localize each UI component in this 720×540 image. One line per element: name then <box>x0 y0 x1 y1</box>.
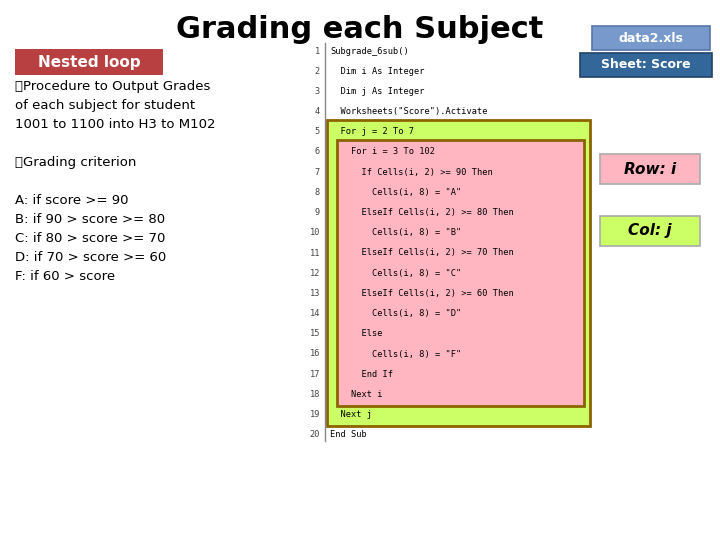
Bar <box>592 26 710 50</box>
Text: 10: 10 <box>310 228 320 237</box>
Text: 11: 11 <box>310 248 320 258</box>
Bar <box>600 154 700 184</box>
Text: 1: 1 <box>315 46 320 56</box>
Text: C: if 80 > score >= 70: C: if 80 > score >= 70 <box>15 232 166 245</box>
Text: End Sub: End Sub <box>330 430 366 440</box>
Text: For j = 2 To 7: For j = 2 To 7 <box>330 127 414 136</box>
Text: 8: 8 <box>315 188 320 197</box>
Bar <box>15 49 163 75</box>
Text: 19: 19 <box>310 410 320 419</box>
Text: Cells(i, 8) = "D": Cells(i, 8) = "D" <box>330 309 462 318</box>
Bar <box>337 140 584 406</box>
Bar <box>327 120 590 426</box>
Text: 4: 4 <box>315 107 320 116</box>
Text: Dim j As Integer: Dim j As Integer <box>330 87 425 96</box>
Text: Sheet: Score: Sheet: Score <box>601 58 690 71</box>
Text: Row: i: Row: i <box>624 161 676 177</box>
Text: Col: j: Col: j <box>628 224 672 239</box>
Text: Next j: Next j <box>330 410 372 419</box>
Text: F: if 60 > score: F: if 60 > score <box>15 270 115 283</box>
Text: 5: 5 <box>315 127 320 136</box>
Text: Cells(i, 8) = "B": Cells(i, 8) = "B" <box>330 228 462 237</box>
Text: If Cells(i, 2) >= 90 Then: If Cells(i, 2) >= 90 Then <box>330 168 492 177</box>
Text: Worksheets("Score").Activate: Worksheets("Score").Activate <box>330 107 487 116</box>
Text: Nested loop: Nested loop <box>37 55 140 70</box>
Text: ElseIf Cells(i, 2) >= 60 Then: ElseIf Cells(i, 2) >= 60 Then <box>330 289 514 298</box>
Text: 13: 13 <box>310 289 320 298</box>
Text: 7: 7 <box>315 168 320 177</box>
Text: Subgrade_6sub(): Subgrade_6sub() <box>330 46 409 56</box>
Text: End If: End If <box>330 370 393 379</box>
Text: For i = 3 To 102: For i = 3 To 102 <box>330 147 435 157</box>
Text: 9: 9 <box>315 208 320 217</box>
Bar <box>580 53 712 77</box>
Text: 16: 16 <box>310 349 320 359</box>
Text: ・Grading criterion: ・Grading criterion <box>15 156 136 169</box>
Text: 20: 20 <box>310 430 320 440</box>
Text: A: if score >= 90: A: if score >= 90 <box>15 194 128 207</box>
Text: 2: 2 <box>315 67 320 76</box>
Text: ・Procedure to Output Grades: ・Procedure to Output Grades <box>15 80 210 93</box>
Text: data2.xls: data2.xls <box>618 31 683 44</box>
Text: Else: Else <box>330 329 382 338</box>
Text: 18: 18 <box>310 390 320 399</box>
Text: 15: 15 <box>310 329 320 338</box>
Text: Cells(i, 8) = "A": Cells(i, 8) = "A" <box>330 188 462 197</box>
Text: 3: 3 <box>315 87 320 96</box>
Text: D: if 70 > score >= 60: D: if 70 > score >= 60 <box>15 251 166 264</box>
Text: Grading each Subject: Grading each Subject <box>176 16 544 44</box>
Text: ElseIf Cells(i, 2) >= 80 Then: ElseIf Cells(i, 2) >= 80 Then <box>330 208 514 217</box>
Text: B: if 90 > score >= 80: B: if 90 > score >= 80 <box>15 213 165 226</box>
Text: Dim i As Integer: Dim i As Integer <box>330 67 425 76</box>
Text: 12: 12 <box>310 269 320 278</box>
Text: 14: 14 <box>310 309 320 318</box>
Text: Next i: Next i <box>330 390 382 399</box>
Bar <box>600 216 700 246</box>
Text: ElseIf Cells(i, 2) >= 70 Then: ElseIf Cells(i, 2) >= 70 Then <box>330 248 514 258</box>
Text: Cells(i, 8) = "C": Cells(i, 8) = "C" <box>330 269 462 278</box>
Text: 17: 17 <box>310 370 320 379</box>
Text: 6: 6 <box>315 147 320 157</box>
Text: of each subject for student: of each subject for student <box>15 99 195 112</box>
Text: Cells(i, 8) = "F": Cells(i, 8) = "F" <box>330 349 462 359</box>
Text: 1001 to 1100 into H3 to M102: 1001 to 1100 into H3 to M102 <box>15 118 215 131</box>
